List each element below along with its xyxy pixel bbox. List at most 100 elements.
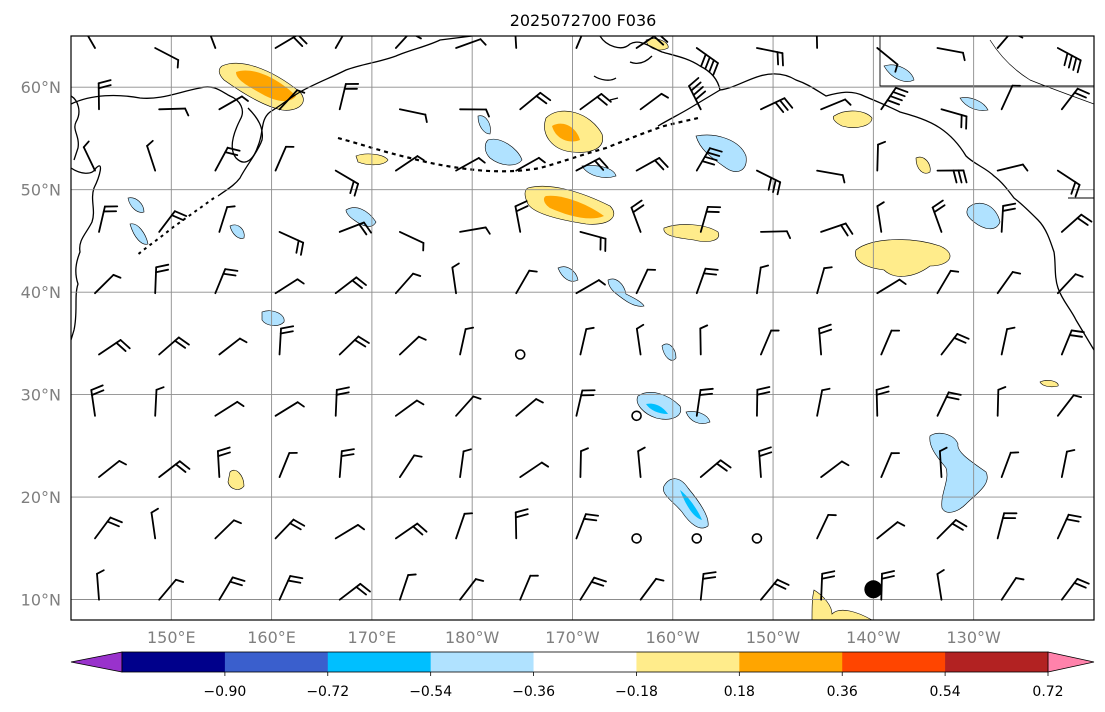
wind-barb [876, 140, 887, 172]
wind-barb [334, 36, 344, 49]
wind-barb [688, 77, 707, 111]
lon-tick-label: 180°W [445, 628, 500, 647]
wind-barb [214, 519, 242, 540]
wind-barb [274, 145, 295, 172]
wind-barb [575, 389, 596, 417]
negative-anomaly-misc-13 [229, 224, 245, 239]
negative-anomaly-aleutian [484, 138, 523, 166]
negative-anomaly-misc-11 [581, 165, 617, 178]
wind-barb [635, 157, 669, 172]
wind-barb [1056, 394, 1082, 417]
wind-barb [216, 446, 231, 479]
wind-barb [214, 146, 241, 172]
canada-border [879, 36, 1094, 199]
wind-barb [158, 578, 185, 601]
lat-tick-label: 30°N [21, 386, 61, 405]
wind-barb [815, 36, 819, 49]
wind-barb [455, 38, 487, 49]
wind-barb [519, 574, 539, 601]
wind-barb [398, 454, 423, 479]
alaska-coast [599, 36, 1094, 351]
wind-barb [880, 452, 900, 479]
lon-tick-label: 170°E [348, 628, 397, 647]
positive-anomaly-kamchatka-core [236, 70, 296, 102]
wind-barb [760, 97, 794, 113]
negative-anomaly-alaska-coast [966, 202, 1001, 230]
wind-barb [1060, 87, 1090, 111]
wind-barb [274, 278, 305, 295]
wind-barb [1056, 169, 1081, 198]
wind-barb [96, 569, 105, 601]
wind-barb [398, 108, 428, 123]
positive-anomaly-gulf-north [832, 110, 873, 128]
wind-barb [278, 451, 298, 479]
lon-tick-label: 160°W [646, 628, 701, 647]
wind-barb [338, 582, 371, 601]
positive-anomaly-north-pacific-core [543, 195, 604, 219]
wind-barbs [82, 36, 1093, 601]
wind-barb [214, 268, 239, 295]
colorbar-tick-label: −0.36 [512, 684, 555, 700]
colorbar: −0.90 −0.72 −0.54 −0.36 −0.18 0.18 0.36 0.54 0.7… [70, 651, 1095, 700]
calm-wind-circle [691, 533, 703, 544]
wind-barb [338, 448, 355, 479]
wind-barb [1056, 273, 1084, 295]
colorbar-segment [327, 652, 432, 672]
coastlines [71, 36, 1094, 351]
wind-barb [90, 384, 105, 417]
wind-barb [394, 155, 425, 172]
negative-anomaly-east-pacific [929, 432, 988, 513]
wind-barb [760, 230, 792, 240]
wind-barb [936, 169, 968, 184]
positive-anomaly-145e [227, 469, 245, 490]
wind-barb [158, 460, 191, 479]
wind-barb [459, 448, 472, 479]
wind-barb [334, 524, 366, 540]
wind-barb [154, 386, 165, 417]
positive-anomaly-125w [1039, 380, 1059, 388]
wind-barb [455, 512, 474, 540]
wind-barb [695, 387, 714, 417]
wind-barb [816, 514, 837, 540]
wind-barb [575, 279, 606, 295]
wind-barb [274, 518, 306, 540]
wind-barb [1056, 47, 1082, 74]
wind-barb [579, 447, 589, 479]
colorbar-extend-low [70, 651, 123, 673]
wind-barb [398, 573, 417, 601]
calm-wind-circle [631, 533, 642, 544]
wind-barb [514, 36, 518, 49]
colorbar-extend-high [1047, 651, 1095, 673]
wind-barb [158, 336, 190, 356]
lon-tick-label: 150°E [147, 628, 196, 647]
wind-barb [579, 93, 612, 111]
wind-barb [98, 205, 119, 233]
wind-barb [940, 333, 970, 356]
wind-barb [394, 272, 422, 295]
calm-wind-circle [751, 533, 763, 544]
wind-barb [338, 335, 370, 356]
colorbar-segment [842, 652, 946, 672]
wind-barb [218, 576, 246, 601]
wind-barb [1000, 202, 1017, 233]
colorbar-tick-label: −0.18 [615, 684, 658, 700]
wind-barb [519, 91, 552, 111]
colorbar-segment [224, 652, 329, 672]
lon-tick-label: 150°W [746, 628, 801, 647]
lon-tick-label: 170°W [545, 628, 600, 647]
lon-tick-label: 130°W [946, 628, 1001, 647]
canada-interior [989, 39, 1094, 105]
negative-anomaly-misc-7 [127, 197, 145, 213]
wind-barb [338, 221, 372, 236]
wind-barb [575, 157, 609, 172]
lat-tick-label: 40°N [21, 283, 61, 302]
wind-barb [154, 47, 180, 69]
colorbar-segment [533, 652, 637, 672]
wind-barb [1000, 326, 1016, 356]
wind-barb [637, 446, 646, 479]
wind-barb [820, 460, 850, 479]
wind-barb [695, 47, 719, 76]
wind-barb [699, 205, 722, 233]
colorbar-segment [430, 652, 535, 672]
